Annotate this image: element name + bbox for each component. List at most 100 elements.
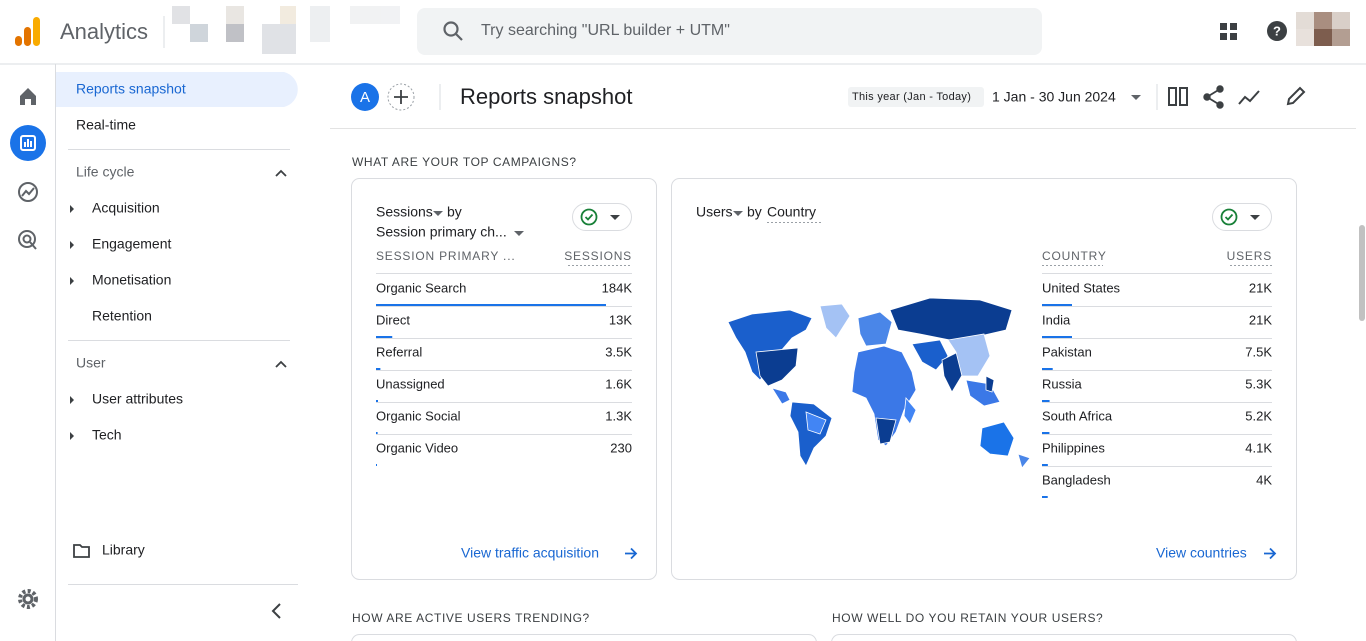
column-header: SESSION PRIMARY ... — [376, 249, 515, 263]
row-label: Direct — [376, 312, 410, 327]
collapse-nav[interactable] — [271, 603, 281, 619]
apps-icon[interactable] — [1220, 23, 1237, 40]
logo[interactable] — [15, 17, 40, 46]
row-value: 21K — [1249, 312, 1272, 327]
explore-icon[interactable] — [18, 182, 38, 202]
nav-group-chevron[interactable] — [275, 360, 287, 368]
row-label: Unassigned — [376, 376, 445, 391]
customize-icon[interactable] — [1168, 87, 1188, 106]
section-title: HOW ARE ACTIVE USERS TRENDING? — [352, 611, 590, 625]
nav-library[interactable]: Library — [102, 542, 145, 558]
world-map[interactable] — [727, 297, 1031, 469]
nav-active-bg — [56, 72, 298, 107]
card — [351, 178, 657, 580]
dropdown-arrow — [433, 211, 443, 216]
reports-icon[interactable] — [10, 125, 46, 161]
row-value: 4K — [1256, 472, 1272, 487]
scrollbar[interactable] — [1359, 225, 1365, 321]
row-bar — [376, 368, 381, 370]
row-label: Pakistan — [1042, 344, 1092, 359]
column-header[interactable]: SESSIONS — [564, 249, 632, 263]
insights-icon[interactable] — [1238, 90, 1260, 105]
toolbar: A Reports snapshot This year (Jan - Toda… — [330, 83, 1356, 129]
card-status-pill[interactable] — [1212, 203, 1272, 231]
nav-expand-arrow — [70, 277, 74, 285]
nav-item[interactable]: Tech — [92, 427, 122, 443]
nav-item[interactable]: Reports snapshot — [76, 81, 186, 97]
row-label: Bangladesh — [1042, 472, 1111, 487]
row-label: Philippines — [1042, 440, 1105, 455]
row-value: 7.5K — [1245, 344, 1272, 359]
nav-expand-arrow — [70, 432, 74, 440]
share-icon[interactable] — [1203, 85, 1224, 109]
row-label: Referral — [376, 344, 422, 359]
nav-item[interactable]: Real-time — [76, 117, 136, 133]
comparison-avatar[interactable] — [351, 83, 379, 111]
search-placeholder[interactable]: Try searching "URL builder + UTM" — [481, 22, 730, 39]
card — [831, 634, 1297, 641]
edit-icon[interactable] — [1286, 86, 1306, 106]
nav-group-title[interactable]: Life cycle — [76, 164, 135, 180]
nav-item[interactable]: Acquisition — [92, 200, 160, 216]
row-label: South Africa — [1042, 408, 1113, 423]
row-value: 3.5K — [605, 344, 632, 359]
search-box[interactable] — [417, 8, 1042, 55]
row-bar — [376, 464, 377, 466]
icon-rail — [10, 64, 56, 641]
card-status-pill[interactable] — [572, 203, 632, 231]
date-range-label[interactable]: This year (Jan - Today) — [852, 91, 971, 103]
card-by: by — [447, 204, 462, 220]
row-bar — [376, 336, 393, 338]
nav-item[interactable]: Retention — [92, 308, 152, 324]
link-arrow[interactable] — [1264, 547, 1277, 560]
help-icon[interactable]: ? — [1267, 21, 1287, 41]
row-value: 13K — [609, 312, 632, 327]
card-metric[interactable]: Sessions — [376, 204, 433, 220]
row-value: 184K — [602, 280, 633, 295]
row-bar — [1042, 496, 1048, 498]
settings-icon[interactable] — [18, 589, 38, 609]
dropdown-arrow — [514, 231, 524, 236]
card-link[interactable]: View traffic acquisition — [461, 545, 599, 561]
column-header[interactable]: USERS — [1227, 249, 1272, 263]
nav-group-title[interactable]: User — [76, 355, 106, 371]
date-range[interactable]: 1 Jan - 30 Jun 2024 — [992, 89, 1116, 105]
row-value: 230 — [610, 440, 632, 455]
profile-avatar[interactable] — [1296, 12, 1350, 46]
add-comparison[interactable] — [387, 83, 415, 111]
card — [671, 178, 1297, 580]
nav-item[interactable]: Monetisation — [92, 272, 171, 288]
card-metric[interactable]: Users — [696, 204, 733, 220]
card-link[interactable]: View countries — [1156, 545, 1247, 561]
link-arrow[interactable] — [625, 547, 638, 560]
row-label: Organic Video — [376, 440, 458, 455]
row-bar — [376, 400, 378, 402]
column-header[interactable]: COUNTRY — [1042, 249, 1107, 263]
card — [351, 634, 817, 641]
date-dropdown[interactable] — [1131, 95, 1141, 100]
library-icon — [73, 544, 90, 558]
card-dimension[interactable]: Session primary ch... — [376, 224, 507, 240]
nav-expand-arrow — [70, 241, 74, 249]
advertising-icon[interactable] — [18, 230, 37, 250]
card-dimension[interactable]: Country — [767, 204, 816, 220]
row-label: Russia — [1042, 376, 1083, 391]
nav-item[interactable]: Engagement — [92, 236, 172, 252]
home-icon[interactable] — [20, 88, 36, 105]
row-value: 5.3K — [1245, 376, 1272, 391]
nav-item[interactable]: User attributes — [92, 391, 183, 407]
nav-expand-arrow — [70, 396, 74, 404]
section-title: HOW WELL DO YOU RETAIN YOUR USERS? — [832, 611, 1103, 625]
account-blur[interactable] — [172, 6, 400, 54]
nav-panel: Library Reports snapshot Real-time Life cy… — [56, 72, 298, 619]
nav-group-chevron[interactable] — [275, 169, 287, 177]
row-bar — [1042, 432, 1050, 434]
row-value: 21K — [1249, 280, 1272, 295]
row-bar — [1042, 464, 1048, 466]
nav-expand-arrow — [70, 205, 74, 213]
page-title: Reports snapshot — [460, 84, 632, 109]
row-value: 5.2K — [1245, 408, 1272, 423]
date-label-bg — [848, 87, 984, 107]
row-label: United States — [1042, 280, 1121, 295]
